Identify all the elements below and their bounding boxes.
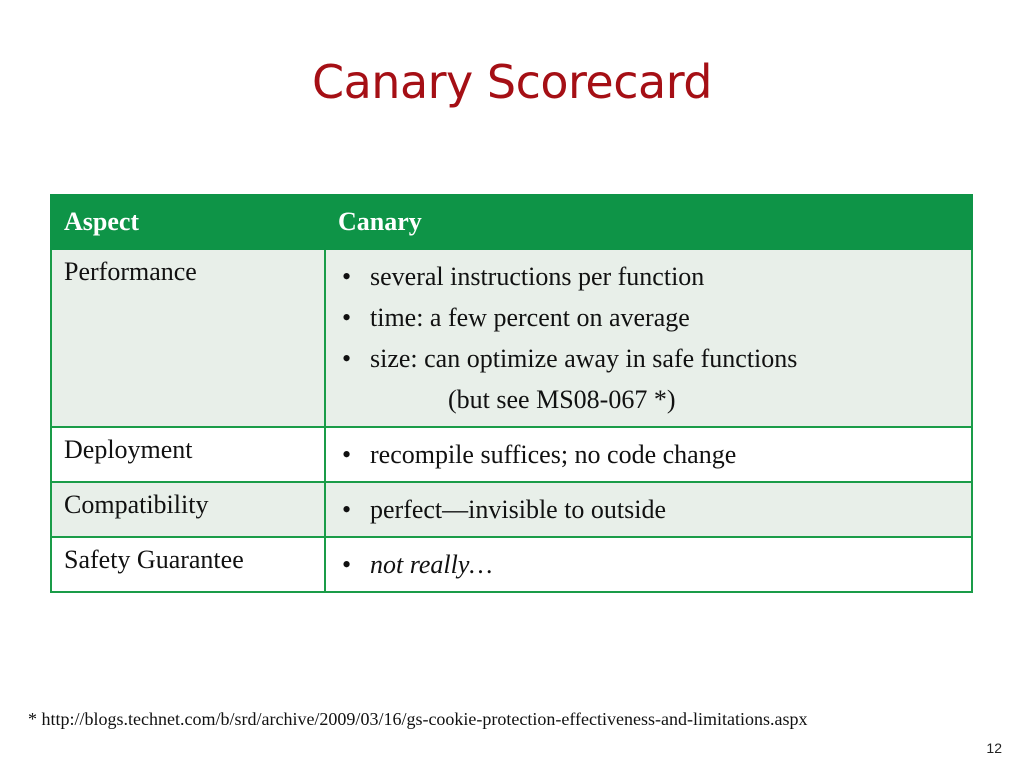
canary-cell: • recompile suffices; no code change xyxy=(324,426,973,483)
canary-cell: • several instructions per function • ti… xyxy=(324,248,973,428)
canary-cell: • perfect—invisible to outside xyxy=(324,481,973,538)
bullet-text: not really… xyxy=(370,550,493,579)
list-item: • size: can optimize away in safe functi… xyxy=(338,338,961,379)
aspect-cell: Performance xyxy=(50,248,326,428)
table-row-safety-guarantee: Safety Guarantee • not really… xyxy=(50,536,973,593)
bullet-icon: • xyxy=(342,550,352,579)
table-header-row: Aspect Canary xyxy=(50,194,973,250)
bullet-icon: • xyxy=(342,303,352,332)
bullet-icon: • xyxy=(342,344,352,373)
bullet-list: • recompile suffices; no code change xyxy=(338,434,961,475)
footnote-link: * http://blogs.technet.com/b/srd/archive… xyxy=(28,709,808,729)
canary-cell: • not really… xyxy=(324,536,973,593)
list-item: • several instructions per function xyxy=(338,256,961,297)
page-number: 12 xyxy=(986,740,1002,756)
table-row-deployment: Deployment • recompile suffices; no code… xyxy=(50,426,973,483)
aspect-cell: Safety Guarantee xyxy=(50,536,326,593)
bullet-icon: • xyxy=(342,262,352,291)
bullet-icon: • xyxy=(342,495,352,524)
bullet-text: size: can optimize away in safe function… xyxy=(370,344,798,373)
list-item: • perfect—invisible to outside xyxy=(338,489,961,530)
bullet-continuation: (but see MS08-067 *) xyxy=(448,385,676,414)
header-canary: Canary xyxy=(324,194,973,250)
list-item: • time: a few percent on average xyxy=(338,297,961,338)
aspect-cell: Deployment xyxy=(50,426,326,483)
list-item: • recompile suffices; no code change xyxy=(338,434,961,475)
table-row-compatibility: Compatibility • perfect—invisible to out… xyxy=(50,481,973,538)
bullet-list: • perfect—invisible to outside xyxy=(338,489,961,530)
slide-title: Canary Scorecard xyxy=(311,55,713,109)
bullet-text: time: a few percent on average xyxy=(370,303,690,332)
bullet-text: recompile suffices; no code change xyxy=(370,440,737,469)
bullet-list: • not really… xyxy=(338,544,961,585)
bullet-text: perfect—invisible to outside xyxy=(370,495,667,524)
header-aspect: Aspect xyxy=(50,194,326,250)
bullet-icon: • xyxy=(342,440,352,469)
aspect-cell: Compatibility xyxy=(50,481,326,538)
scorecard-table: Aspect Canary Performance • several inst… xyxy=(50,194,973,593)
bullet-text: several instructions per function xyxy=(370,262,705,291)
list-item: • not really… xyxy=(338,544,961,585)
table-row-performance: Performance • several instructions per f… xyxy=(50,248,973,428)
bullet-list: • several instructions per function • ti… xyxy=(338,256,961,379)
